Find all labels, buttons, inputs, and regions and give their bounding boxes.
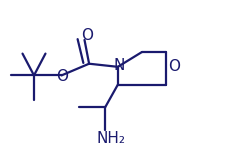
Text: O: O — [168, 59, 180, 74]
Text: N: N — [113, 58, 125, 73]
Text: O: O — [81, 28, 93, 43]
Text: NH₂: NH₂ — [96, 131, 125, 146]
Text: O: O — [56, 69, 68, 84]
